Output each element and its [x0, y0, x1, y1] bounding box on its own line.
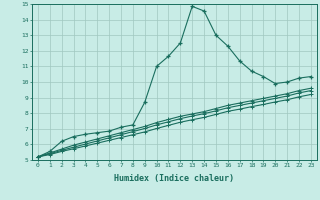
X-axis label: Humidex (Indice chaleur): Humidex (Indice chaleur)	[115, 174, 234, 183]
